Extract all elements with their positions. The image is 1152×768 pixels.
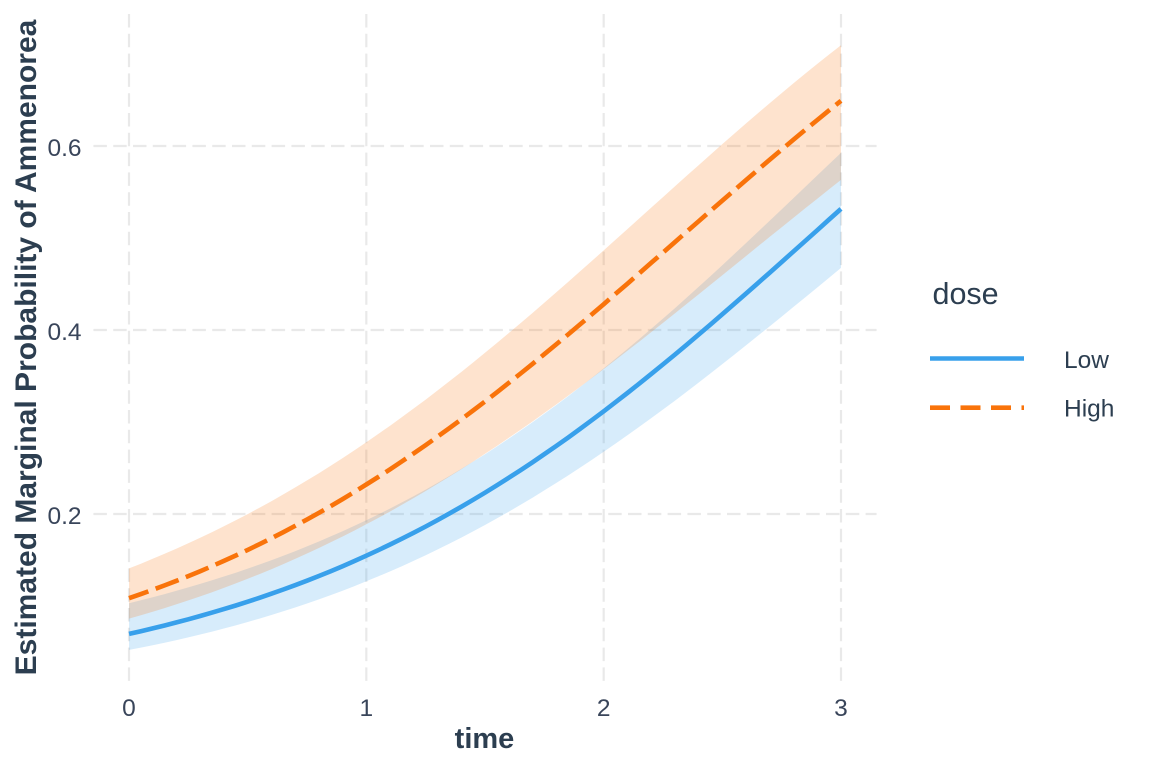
svg-text:1: 1 [359,695,373,722]
svg-text:time: time [455,723,515,755]
svg-text:3: 3 [834,695,848,722]
svg-text:0: 0 [122,695,136,722]
svg-text:Low: Low [1064,347,1109,374]
svg-text:2: 2 [597,695,611,722]
svg-text:Estimated Marginal Probability: Estimated Marginal Probability of Ammeno… [10,19,43,675]
svg-text:dose: dose [933,277,999,311]
svg-text:0.4: 0.4 [47,319,81,346]
svg-text:High: High [1064,396,1114,423]
svg-text:0.6: 0.6 [47,135,81,162]
svg-text:0.2: 0.2 [47,503,81,530]
